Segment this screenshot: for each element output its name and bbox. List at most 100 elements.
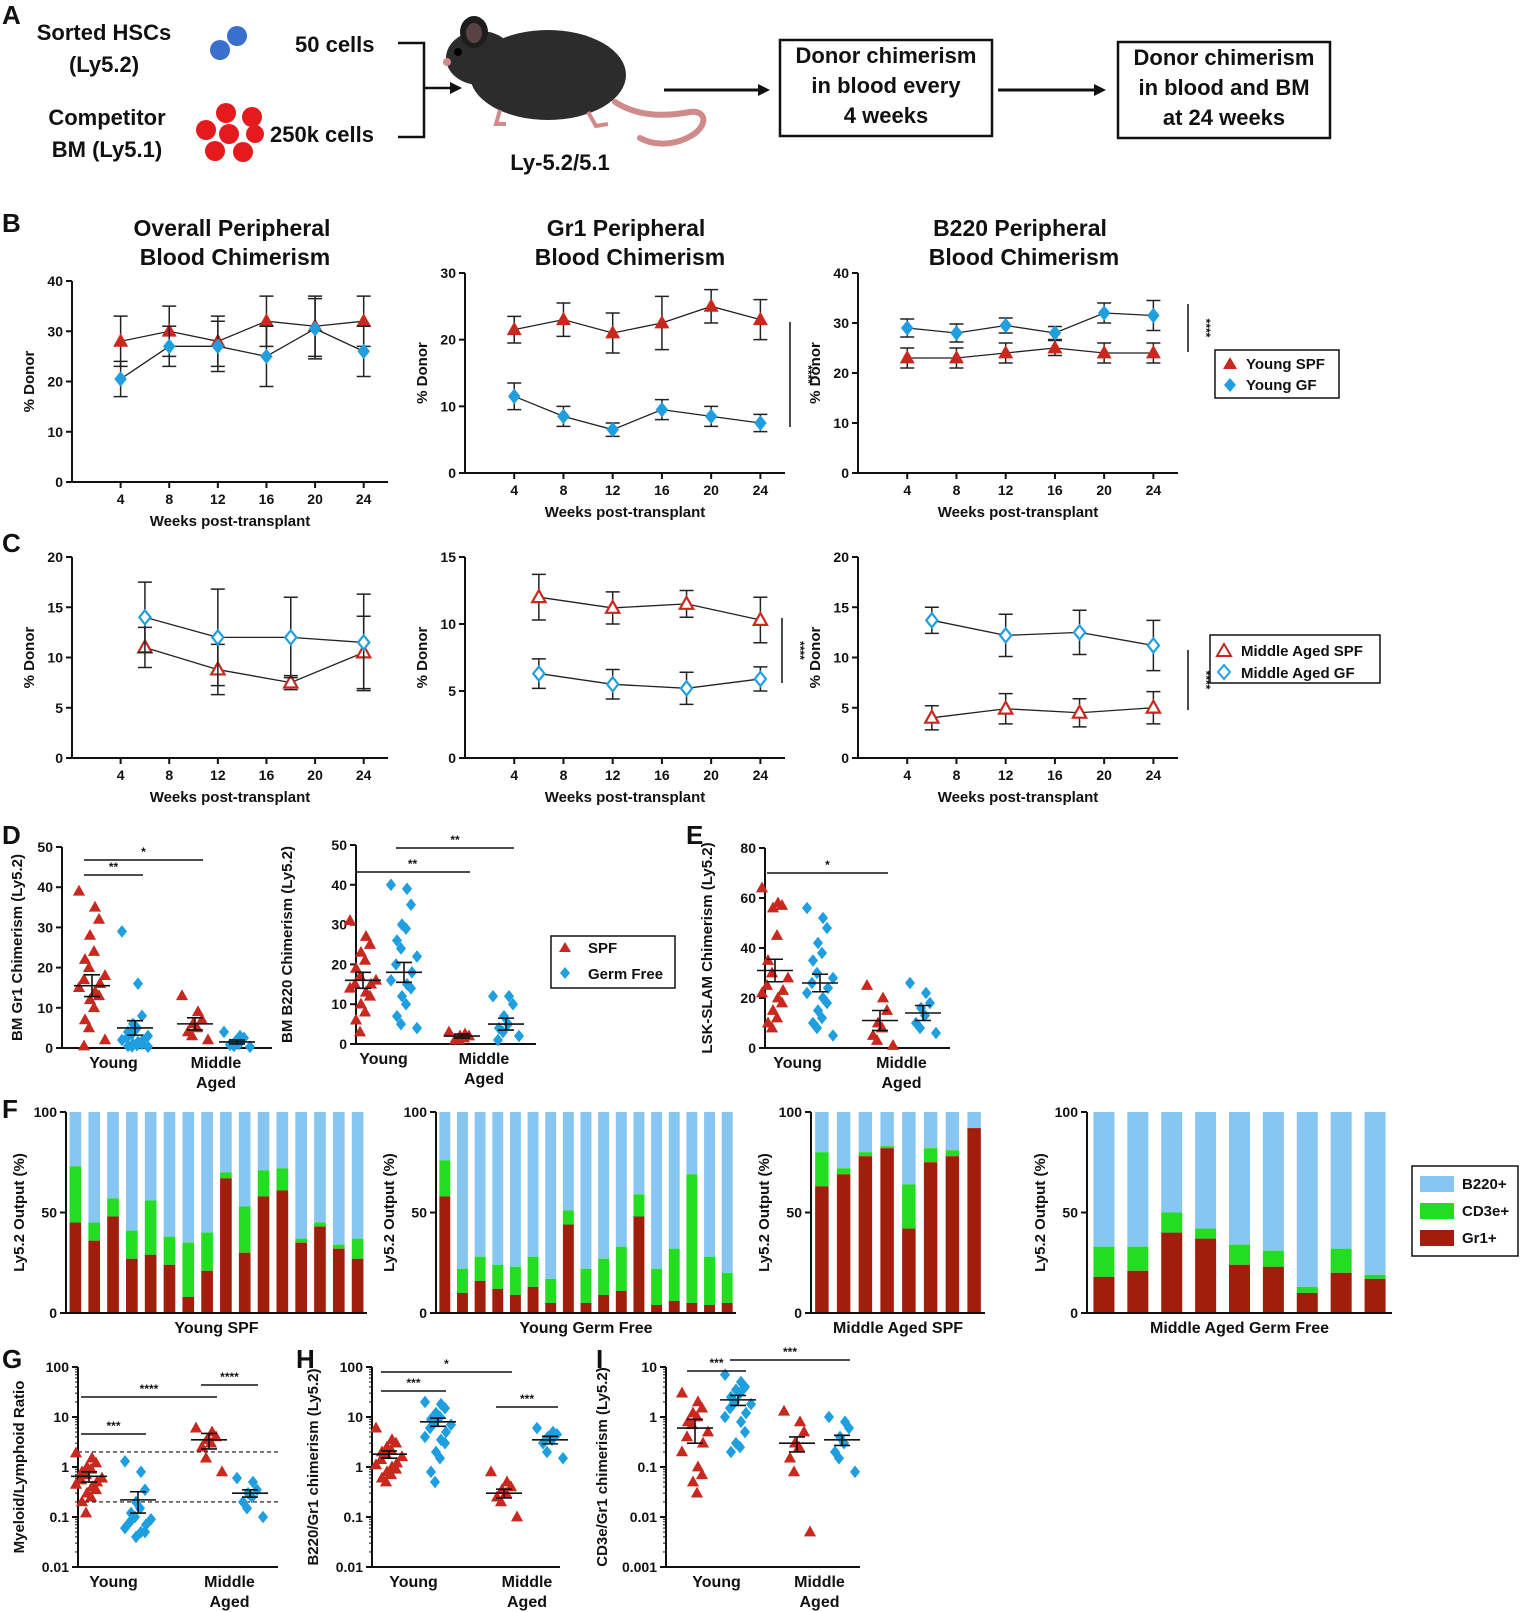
data-point (396, 918, 408, 931)
bar-cd3e (880, 1146, 894, 1149)
y-axis-label: % Donor (807, 342, 824, 404)
y-tick-label: 15 (833, 599, 849, 615)
y-tick-label: 5 (448, 683, 456, 699)
bar-cd3e (721, 1272, 733, 1303)
box1-line2: in blood every (811, 73, 961, 98)
y-axis-label: % Donor (414, 627, 431, 689)
data-point (78, 1013, 92, 1025)
line-chart-b1: 0 10 20 30 40 4 8 12 16 20 24 Weeks post-transplant… (21, 273, 388, 530)
bar-b220 (1262, 1112, 1284, 1251)
y-tick-label: 1 (61, 1459, 69, 1475)
x-tick-label: 8 (953, 482, 961, 498)
bar-b220 (836, 1112, 851, 1169)
data-point (69, 1446, 83, 1458)
bar-chart-title: Young Germ Free (519, 1320, 652, 1337)
bar-cd3e (439, 1160, 451, 1197)
data-point (812, 1004, 824, 1017)
legend-open-triangle-spf (1215, 642, 1233, 657)
mean-sem-bar (444, 1033, 480, 1039)
bar-gr1 (967, 1128, 981, 1313)
bar-gr1 (238, 1252, 251, 1313)
y-tick-label: 0 (339, 1036, 347, 1052)
legend-d-spf: SPF (588, 940, 617, 957)
bar-gr1 (144, 1254, 157, 1313)
data-point (675, 1445, 689, 1457)
bar-gr1 (201, 1270, 213, 1313)
data-point (766, 1003, 780, 1015)
bar-cd3e (562, 1210, 574, 1225)
bar-chart-title: Middle Aged SPF (833, 1320, 963, 1337)
bar-cd3e (1330, 1248, 1352, 1273)
data-point (924, 996, 936, 1010)
bar-gr1 (126, 1258, 138, 1313)
panel-letter-f: F (2, 1094, 18, 1124)
data-point (84, 1490, 98, 1502)
bar-cd3e (836, 1168, 851, 1175)
data-point (860, 978, 874, 990)
data-point (215, 1465, 229, 1477)
data-point (678, 594, 696, 610)
data-point (435, 1397, 447, 1411)
x-tick-label: 16 (654, 767, 670, 783)
x-tick-label: 8 (560, 767, 568, 783)
y-tick-label: 30 (331, 917, 347, 933)
data-point (765, 1021, 779, 1033)
data-point (353, 1025, 367, 1037)
legend-d: SPF Germ Free (550, 935, 676, 989)
bar-b220 (439, 1112, 451, 1161)
y-axis-label: Ly5.2 Output (%) (11, 1153, 28, 1272)
data-point (369, 1421, 383, 1433)
data-point (257, 1510, 269, 1524)
legend-open-diamond-gf (1216, 663, 1232, 681)
significance-label: * (141, 845, 146, 859)
x-tick-label: 4 (903, 767, 911, 783)
data-point (719, 1410, 731, 1424)
bar-cd3e (144, 1200, 157, 1255)
data-point (136, 1009, 148, 1023)
series-line (120, 328, 364, 380)
y-tick-label: 20 (440, 332, 456, 348)
bar-b220 (88, 1112, 101, 1223)
data-point (604, 598, 622, 614)
x-tick-label: 20 (703, 482, 719, 498)
bar-gr1 (1093, 1276, 1115, 1313)
data-point (139, 1483, 151, 1497)
x-category-young: Young (359, 1051, 408, 1068)
y-tick-label: 0 (1070, 1305, 1078, 1321)
significance-label: **** (140, 1382, 159, 1396)
bar-cd3e (923, 1148, 938, 1163)
bar-b220 (902, 1112, 916, 1185)
data-point (686, 1475, 700, 1487)
bar-cd3e (704, 1256, 715, 1305)
y-tick-label: 60 (740, 890, 756, 906)
y-tick-label: 10 (833, 415, 849, 431)
bar-b220 (1127, 1112, 1149, 1247)
x-tick-label: 4 (117, 767, 125, 783)
data-point (680, 1430, 694, 1442)
data-point (920, 986, 932, 1000)
data-point (356, 313, 372, 327)
mean-sem-bar (117, 1019, 153, 1036)
x-tick-label: 4 (903, 482, 911, 498)
data-point (770, 928, 784, 940)
data-point (899, 349, 915, 364)
mean-sem-bar (486, 1488, 522, 1499)
data-point (870, 1033, 884, 1045)
legend-middle-gf: Middle Aged GF (1241, 665, 1355, 682)
y-tick-label: 0 (419, 1305, 427, 1321)
data-point (703, 298, 719, 312)
x-category-middle: Middle (204, 1574, 255, 1591)
significance-label: **** (220, 1370, 239, 1384)
x-tick-label: 20 (307, 767, 323, 783)
y-tick-label: 0 (841, 750, 849, 766)
y-tick-label: 0.01 (630, 1509, 657, 1525)
legend-f: B220+ CD3e+ Gr1+ (1411, 1165, 1519, 1257)
stacked-bar-chart-f3: 0 50 100 Middle Aged SPF Ly5.2 Output (%) (756, 1104, 985, 1337)
legend-young-frame (1214, 349, 1340, 399)
injection-bracket (398, 41, 452, 139)
data-point (391, 934, 403, 947)
mean-sem-bar (720, 1394, 756, 1407)
data-point (691, 1395, 705, 1407)
series-line (931, 619, 1154, 647)
